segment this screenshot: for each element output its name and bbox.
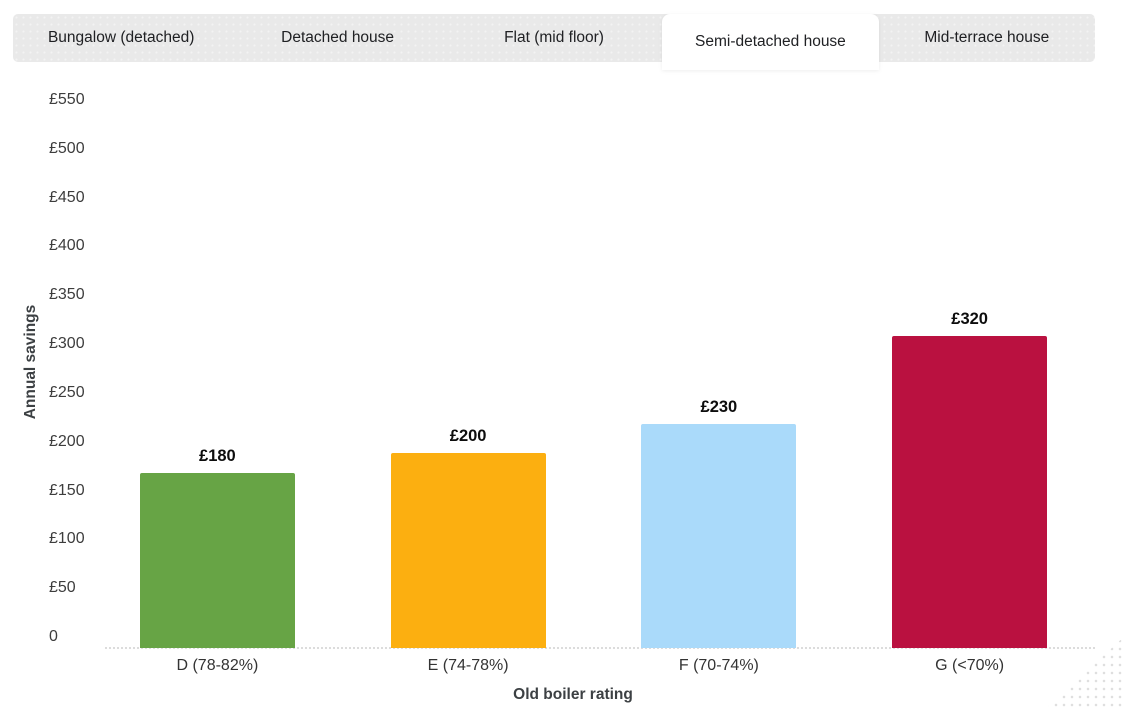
x-tick-label: D (78-82%)	[176, 657, 259, 674]
x-axis-line	[105, 647, 1095, 649]
tab-semi-detached-house[interactable]: Semi-detached house	[662, 14, 879, 70]
tab-detached-house[interactable]: Detached house	[281, 29, 395, 46]
x-axis-title: Old boiler rating	[513, 686, 633, 703]
y-tick-label: £550	[49, 90, 85, 108]
bar-value-label: £320	[951, 310, 988, 328]
y-tick-label: £450	[49, 188, 85, 206]
y-tick-label: £100	[49, 530, 85, 548]
x-tick-label: G (<70%)	[935, 657, 1005, 674]
bar-value-label: £230	[700, 397, 738, 416]
bar-value-label: £180	[199, 446, 236, 465]
bar-value-label: £200	[449, 427, 487, 445]
y-tick-label: £400	[49, 237, 85, 255]
tab-flat-mid-floor[interactable]: Flat (mid floor)	[504, 29, 604, 46]
x-tick-label: E (74-78%)	[427, 657, 509, 674]
y-tick-label: £150	[49, 481, 85, 499]
y-tick-label: £200	[49, 432, 85, 450]
y-axis-title: Annual savings	[22, 304, 39, 420]
y-tick-label: £500	[49, 139, 85, 157]
y-tick-label: £350	[49, 286, 85, 304]
y-tick-label: £50	[49, 579, 76, 597]
bar-d-78-82	[139, 472, 295, 648]
bar-f-70-74	[641, 423, 797, 648]
tab-bungalow-detached[interactable]: Bungalow (detached)	[47, 29, 195, 46]
bar-e-74-78	[390, 453, 546, 648]
y-tick-label: £250	[49, 383, 85, 401]
tab-mid-terrace-house[interactable]: Mid-terrace house	[924, 29, 1050, 46]
x-tick-label: F (70-74%)	[678, 657, 759, 674]
bar-g-70	[892, 336, 1048, 648]
house-type-tabbar: Bungalow (detached) Detached house Flat (m…	[13, 14, 1095, 70]
y-tick-label: 0	[49, 628, 58, 645]
y-tick-label: £300	[49, 335, 85, 353]
